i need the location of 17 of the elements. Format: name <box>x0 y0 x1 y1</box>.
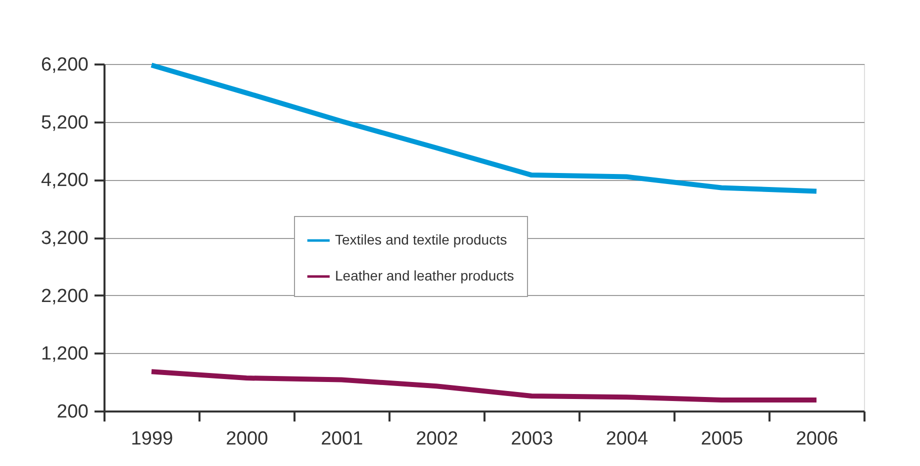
y-tick-label: 4,200 <box>40 170 88 192</box>
y-tick-label: 1,200 <box>40 344 88 365</box>
x-tick-label: 2001 <box>320 428 364 450</box>
x-tick-label: 2006 <box>796 428 838 450</box>
y-tick-label: 6,200 <box>40 54 88 76</box>
legend-label: Textiles and textile products <box>335 232 507 248</box>
x-tick-label: 2000 <box>226 428 268 450</box>
x-tick-label: 2003 <box>510 428 554 450</box>
x-tick-label: 2005 <box>700 428 744 450</box>
x-tick-label: 2002 <box>416 428 458 450</box>
y-tick-label: 200 <box>56 402 88 422</box>
y-tick-label: 2,200 <box>40 286 88 307</box>
legend-label: Leather and leather products <box>335 268 514 284</box>
x-tick-label: 1999 <box>130 428 174 450</box>
x-tick-label: 2004 <box>606 428 649 450</box>
y-tick-label: 3,200 <box>40 228 88 249</box>
y-tick-label: 5,200 <box>40 112 88 134</box>
